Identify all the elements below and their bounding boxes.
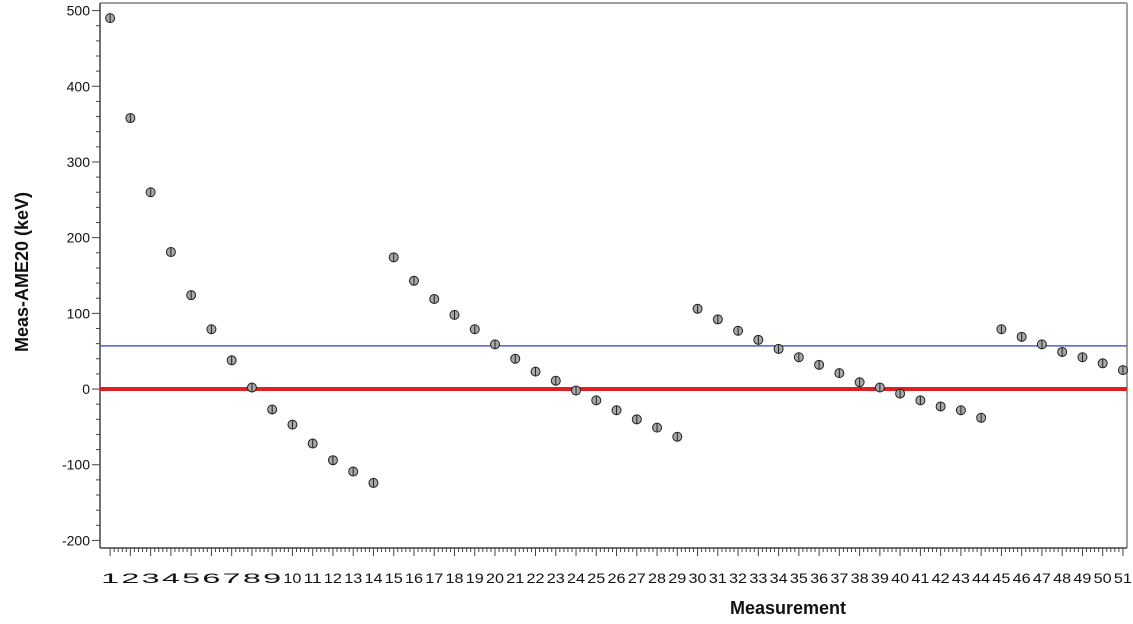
y-axis: -200 -100 0 100 200 300 400 500 — [62, 3, 100, 548]
x-tick-label: 50 — [1094, 570, 1112, 586]
x-tick-label: 11 — [304, 570, 322, 586]
x-tick-label: 5 — [182, 570, 200, 586]
x-tick-label: 25 — [587, 570, 605, 586]
x-tick-label: 23 — [547, 570, 565, 586]
x-tick-label: 12 — [324, 570, 342, 586]
x-tick-label: 26 — [608, 570, 626, 586]
plot-frame — [99, 2, 1128, 549]
y-tick-label: 200 — [67, 230, 91, 246]
x-tick-label: 8 — [243, 570, 261, 586]
y-tick-label: 500 — [67, 3, 91, 19]
x-axis: 1 2 3 4 5 6 7 8 9 10 11 12 13 14 15 16 17 18 19 20 21 22 23 24 2… — [101, 548, 1132, 586]
x-tick-label: 38 — [851, 570, 869, 586]
x-tick-label: 31 — [709, 570, 727, 586]
x-tick-label: 1 — [101, 570, 119, 586]
x-tick-label: 49 — [1073, 570, 1091, 586]
x-tick-label: 19 — [466, 570, 484, 586]
x-tick-label: 24 — [567, 570, 585, 586]
x-tick-label: 15 — [385, 570, 403, 586]
reference-lines — [100, 345, 1127, 392]
x-tick-label: 36 — [810, 570, 828, 586]
x-tick-label: 51 — [1114, 570, 1132, 586]
x-tick-label: 20 — [486, 570, 504, 586]
x-tick-label: 2 — [121, 570, 139, 586]
x-tick-label: 17 — [425, 570, 443, 586]
x-tick-label: 18 — [445, 570, 463, 586]
data-points — [105, 13, 1128, 488]
x-tick-label: 48 — [1053, 570, 1071, 586]
x-tick-label: 34 — [770, 570, 788, 586]
y-tick-label: 300 — [67, 154, 91, 170]
x-tick-label: 45 — [992, 570, 1010, 586]
x-tick-label: 7 — [223, 570, 241, 586]
x-tick-label: 32 — [729, 570, 747, 586]
x-tick-label: 37 — [830, 570, 848, 586]
y-tick-label: 100 — [67, 305, 91, 321]
x-tick-label: 46 — [1013, 570, 1031, 586]
x-tick-label: 40 — [891, 570, 909, 586]
y-tick-label: -200 — [62, 532, 90, 548]
x-tick-label: 30 — [689, 570, 707, 586]
x-tick-label: 9 — [263, 570, 281, 586]
x-tick-label: 41 — [911, 570, 929, 586]
x-tick-label: 10 — [283, 570, 301, 586]
x-tick-label: 21 — [506, 570, 524, 586]
x-tick-label: 14 — [364, 570, 382, 586]
x-tick-label: 43 — [952, 570, 970, 586]
x-tick-label: 39 — [871, 570, 889, 586]
x-tick-label: 4 — [162, 570, 180, 586]
x-tick-label: 33 — [749, 570, 767, 586]
y-tick-label: -100 — [62, 457, 90, 473]
x-tick-label: 3 — [142, 570, 160, 586]
x-tick-label: 42 — [932, 570, 950, 586]
x-tick-label: 29 — [668, 570, 686, 586]
x-axis-title: Measurement — [730, 598, 846, 618]
x-tick-label: 35 — [790, 570, 808, 586]
x-tick-label: 47 — [1033, 570, 1051, 586]
y-tick-label: 400 — [67, 78, 91, 94]
x-tick-label: 22 — [527, 570, 545, 586]
x-tick-label: 13 — [344, 570, 362, 586]
x-tick-label: 27 — [628, 570, 646, 586]
y-axis-title: Meas-AME20 (keV) — [12, 192, 32, 352]
y-tick-label: 0 — [82, 381, 90, 397]
x-tick-label: 16 — [405, 570, 423, 586]
x-tick-label: 44 — [972, 570, 990, 586]
x-tick-label: 28 — [648, 570, 666, 586]
x-tick-label: 6 — [202, 570, 220, 586]
